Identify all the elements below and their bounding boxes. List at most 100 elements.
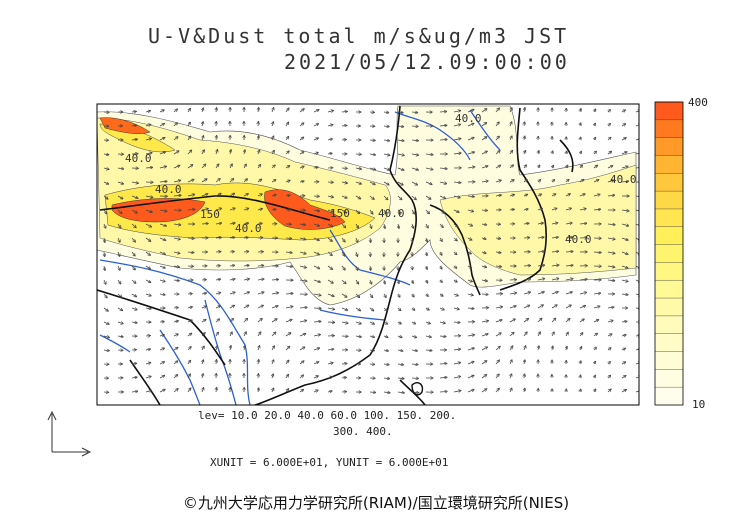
wind-arrow [369,181,375,184]
wind-arrow [370,237,371,242]
wind-arrow [131,209,137,213]
wind-arrow [398,279,399,283]
wind-arrow [607,280,614,281]
wind-arrow [593,320,598,323]
wind-arrow [566,166,568,168]
colorbar-swatch [655,351,683,370]
wind-arrow [299,390,303,393]
wind-arrow [299,224,305,225]
wind-arrow [412,294,414,297]
wind-arrow [173,109,177,113]
wind-arrow [173,180,180,182]
wind-arrow [243,179,247,183]
wind-arrow [579,319,584,323]
vector-unit-line: XUNIT = 6.000E+01, YUNIT = 6.000E+01 [210,456,449,469]
wind-arrow [453,391,461,392]
wind-arrow [635,265,639,269]
wind-arrow [341,377,346,378]
wind-arrow [103,154,108,155]
wind-arrow [453,322,460,323]
wind-arrow [355,293,359,297]
wind-arrow [579,292,586,294]
wind-arrow [537,209,542,210]
wind-arrow [510,108,512,113]
wind-arrow [145,125,151,126]
wind-arrow [272,360,274,365]
wind-arrow [285,266,292,267]
wind-arrow [272,388,274,393]
wind-arrow [509,209,514,210]
wind-arrow [621,166,628,168]
wind-arrow [327,293,334,296]
wind-arrow [495,151,500,155]
wind-arrow [341,223,345,227]
wind-arrow [355,168,361,169]
wind-arrow [411,140,418,141]
wind-arrow [327,363,333,364]
dust-core-central [111,198,206,223]
wind-arrow [467,335,474,336]
wind-arrow [593,194,600,196]
wind-arrow [440,237,442,241]
wind-arrow [411,336,416,337]
wind-arrow [118,237,120,242]
wind-arrow [621,390,626,393]
wind-arrow [313,110,319,113]
wind-arrow [285,320,292,323]
wind-arrow [187,388,191,393]
wind-arrow [159,294,165,295]
wind-arrow [510,122,512,127]
wind-arrow [145,279,151,282]
wind-arrow [467,138,474,141]
wind-arrow [173,321,178,322]
wind-arrow [551,223,557,224]
wind-arrow [173,224,180,225]
wind-arrow [607,252,615,253]
wind-arrow [439,195,445,198]
wind-arrow [299,166,304,168]
wind-arrow [566,152,567,154]
wind-arrow [341,182,347,183]
wind-arrow [327,139,332,140]
wind-arrow [523,180,527,182]
wind-arrow [495,374,499,379]
wind-arrow [426,265,427,269]
wind-arrow [397,126,403,127]
wind-arrow [103,182,108,184]
wind-arrow [537,251,544,252]
wind-arrow [384,293,386,297]
wind-arrow [145,153,152,154]
wind-arrow [173,137,178,141]
wind-arrow [145,376,151,378]
wind-arrow [216,360,217,365]
colorbar-max-label: 400 [688,96,708,109]
wind-arrow [440,266,442,269]
wind-arrow [285,238,291,239]
wind-arrow [635,195,639,197]
wind-arrow [285,166,289,168]
wind-arrow [523,292,530,294]
wind-arrow [216,108,217,113]
wind-arrow [607,224,615,225]
wind-arrow [621,237,628,240]
wind-arrow [173,266,179,267]
wind-arrow [439,322,445,323]
wind-arrow [453,376,460,378]
colorbar-swatch [655,137,683,156]
wind-arrow [467,238,472,240]
wind-arrow [481,137,487,141]
colorbar-swatch [655,102,683,121]
wind-arrow [201,164,205,169]
wind-arrow [243,223,248,224]
wind-arrow [467,308,474,309]
wind-arrow [411,209,415,214]
wind-arrow [159,124,164,127]
wind-arrow [453,209,459,212]
wind-arrow [580,138,581,140]
wind-arrow [594,151,596,155]
wind-arrow [299,152,304,154]
wind-arrow [243,319,247,323]
colorbar [655,101,683,406]
wind-arrow [467,196,474,197]
wind-arrow [341,293,347,297]
